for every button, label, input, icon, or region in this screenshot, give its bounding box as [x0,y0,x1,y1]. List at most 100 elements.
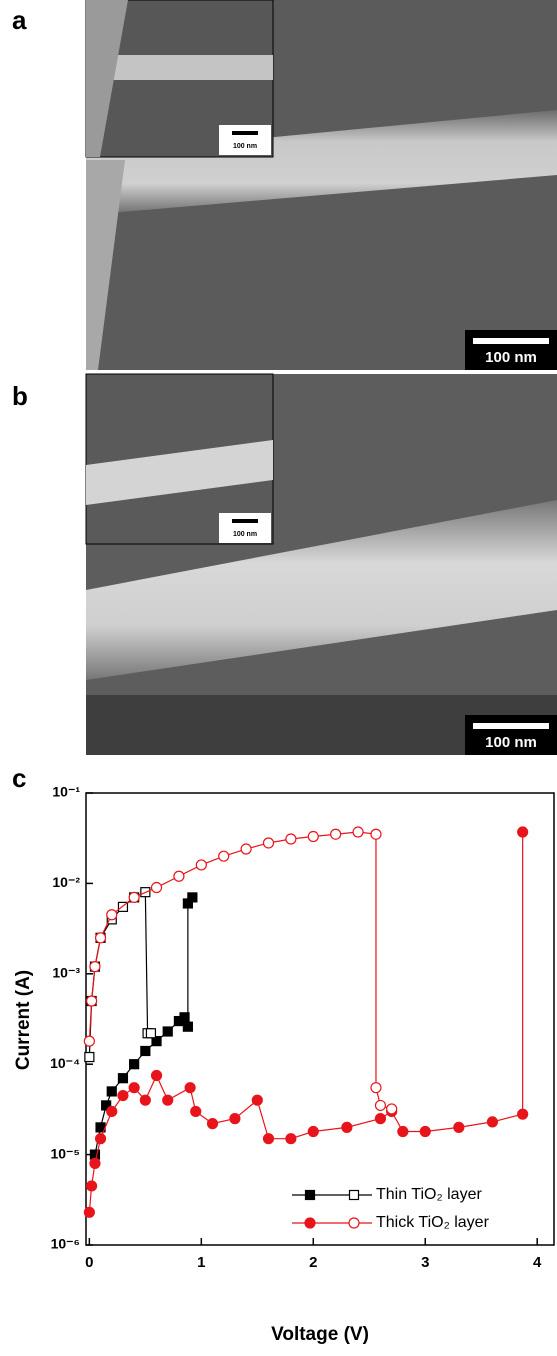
marker [486,1116,499,1128]
marker [218,850,230,862]
marker [397,1125,409,1138]
y-tick-label: 10⁻⁶ [51,1236,80,1252]
marker [106,1105,118,1118]
nanowire [86,110,557,215]
electrode [86,160,125,370]
marker [84,1051,95,1063]
legend-label: Thick TiO₂ layer [376,1214,490,1231]
marker [173,870,185,882]
scale-box [465,330,557,370]
marker [195,859,207,871]
marker [83,1206,95,1218]
marker [187,892,198,903]
nanowire [86,500,557,680]
marker [117,1073,129,1084]
marker [139,1094,151,1106]
inset-scale-box [219,125,271,155]
scale-label: 100 nm [485,349,537,366]
scale-label: 100 nm [485,734,537,751]
marker [251,1094,263,1106]
marker [190,1105,202,1118]
marker [162,1094,174,1106]
marker [374,1099,387,1112]
marker [206,1118,219,1130]
marker [140,1045,151,1057]
scale-bar [473,338,549,344]
marker [128,891,140,904]
y-tick-label: 10⁻⁴ [50,1055,80,1071]
marker [150,881,163,894]
marker [285,833,297,845]
marker [179,1012,190,1023]
inset-wire [86,440,273,505]
marker [386,1103,398,1115]
x-tick-label: 2 [309,1254,317,1271]
inset-scale-label: 100 nm [233,143,257,150]
y-tick-label: 10⁻¹ [52,784,80,800]
legend-label: Thin TiO₂ layer [376,1186,482,1203]
marker [517,826,529,838]
panel-label: b [12,381,28,411]
marker [304,1189,316,1201]
y-tick-label: 10⁻² [52,874,80,890]
marker [370,828,382,840]
inset-scale-box [219,513,271,543]
marker [330,828,342,840]
panel-label: c [12,763,26,793]
marker [129,1059,140,1070]
marker [94,1133,107,1145]
marker [348,1217,360,1229]
marker [262,837,275,849]
marker [85,1180,98,1192]
marker [117,1089,129,1102]
plot-frame [85,792,555,1246]
marker [83,1035,95,1047]
marker [117,901,129,912]
scale-box [465,715,557,755]
y-tick-label: 10⁻³ [52,965,80,981]
inset-scale-label: 100 nm [233,531,257,538]
marker [229,1113,241,1125]
marker [240,843,252,855]
marker [341,1121,353,1133]
inset-scale-bar [232,131,258,135]
marker [101,1100,112,1111]
marker [374,1113,387,1125]
inset-scale-bar [232,519,258,523]
marker [348,1189,360,1201]
marker [89,1157,101,1169]
marker [352,826,364,838]
marker [370,1082,382,1094]
marker [517,1108,529,1120]
marker [162,1026,173,1037]
marker [106,1086,117,1097]
inset-electrode [86,0,128,157]
marker [182,1021,193,1032]
x-axis-label: Voltage (V) [271,1324,369,1345]
series-line [88,891,151,1058]
x-tick-label: 1 [197,1254,205,1271]
marker [285,1133,297,1145]
marker [150,1069,163,1082]
marker [262,1133,275,1145]
marker [419,1125,431,1138]
marker [145,1028,157,1039]
marker [151,1036,162,1047]
scale-bar [473,723,549,729]
marker [106,909,118,921]
marker [304,1217,316,1229]
marker [89,961,101,973]
marker [307,1125,319,1138]
marker [453,1121,465,1133]
marker [128,1082,140,1094]
y-tick-label: 10⁻⁵ [50,1145,80,1161]
marker [184,1082,196,1094]
y-axis-label: Current (A) [13,970,34,1070]
x-tick-label: 0 [85,1254,93,1271]
marker [85,995,98,1007]
x-tick-label: 4 [533,1254,542,1271]
marker [94,932,107,944]
panel-label: a [12,5,27,35]
